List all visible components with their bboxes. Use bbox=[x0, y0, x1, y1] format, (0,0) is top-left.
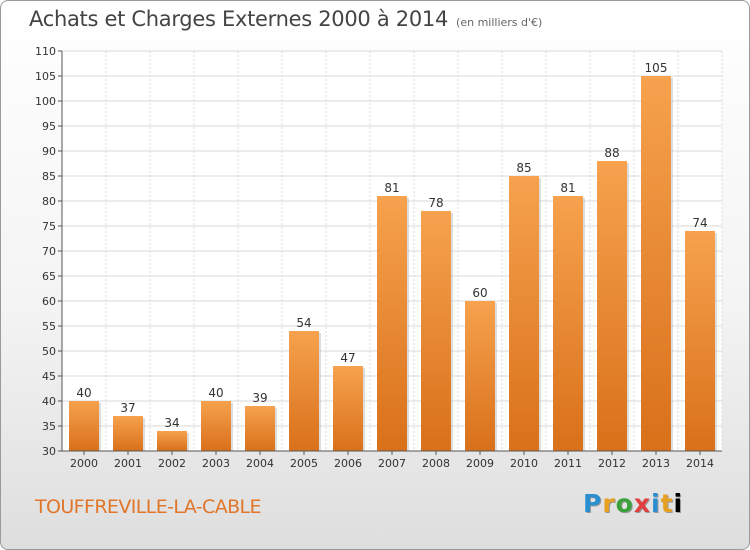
x-tick-label: 2004 bbox=[246, 457, 274, 470]
bar-value-label: 40 bbox=[208, 386, 223, 400]
logo-letter: r bbox=[602, 489, 616, 518]
y-tick-label: 70 bbox=[42, 245, 56, 258]
y-tick-label: 95 bbox=[42, 120, 56, 133]
logo-letter: i bbox=[673, 489, 684, 518]
bar-value-label: 34 bbox=[164, 416, 179, 430]
x-tick-label: 2003 bbox=[202, 457, 230, 470]
bar bbox=[685, 231, 715, 451]
y-tick-label: 75 bbox=[42, 220, 56, 233]
x-tick-label: 2005 bbox=[290, 457, 318, 470]
bar bbox=[421, 211, 451, 451]
chart-title-text: Achats et Charges Externes 2000 à 2014 bbox=[29, 7, 449, 31]
bar-value-label: 54 bbox=[296, 316, 311, 330]
x-tick-label: 2001 bbox=[114, 457, 142, 470]
y-tick-label: 65 bbox=[42, 270, 56, 283]
logo-letter: i bbox=[651, 489, 661, 518]
x-tick-label: 2002 bbox=[158, 457, 186, 470]
y-tick-label: 105 bbox=[35, 70, 56, 83]
y-tick-label: 35 bbox=[42, 420, 56, 433]
logo-letter: x bbox=[633, 489, 651, 518]
bar-value-label: 47 bbox=[340, 351, 355, 365]
y-tick-label: 80 bbox=[42, 195, 56, 208]
x-tick-label: 2010 bbox=[510, 457, 538, 470]
bars bbox=[69, 76, 717, 451]
location-name: TOUFFREVILLE-LA-CABLE bbox=[35, 496, 262, 518]
bar-value-label: 37 bbox=[120, 401, 135, 415]
bar bbox=[553, 196, 583, 451]
y-tick-label: 110 bbox=[35, 45, 56, 58]
bar-value-label: 74 bbox=[692, 216, 707, 230]
bar-value-label: 88 bbox=[604, 146, 619, 160]
x-tick-label: 2011 bbox=[554, 457, 582, 470]
x-tick-label: 2012 bbox=[598, 457, 626, 470]
logo-letter: t bbox=[660, 489, 674, 518]
bar bbox=[157, 431, 187, 451]
bar-value-label: 85 bbox=[516, 161, 531, 175]
x-tick-label: 2007 bbox=[378, 457, 406, 470]
x-tick-label: 2006 bbox=[334, 457, 362, 470]
bar bbox=[465, 301, 495, 451]
y-tick-label: 60 bbox=[42, 295, 56, 308]
x-tick-label: 2009 bbox=[466, 457, 494, 470]
bar bbox=[509, 176, 539, 451]
y-tick-label: 50 bbox=[42, 345, 56, 358]
bar bbox=[333, 366, 363, 451]
y-tick-label: 100 bbox=[35, 95, 56, 108]
chart-title: Achats et Charges Externes 2000 à 2014 (e… bbox=[29, 7, 542, 31]
bar bbox=[69, 401, 99, 451]
bar-value-label: 81 bbox=[560, 181, 575, 195]
y-tick-label: 45 bbox=[42, 370, 56, 383]
labels: 30 35 40 45 50 55 60 65 70 75 80 85 90 95 100 105 110 40 2… bbox=[35, 45, 714, 470]
chart-subtitle: (en milliers d'€) bbox=[456, 16, 543, 29]
x-tick-label: 2000 bbox=[70, 457, 98, 470]
x-tick-label: 2008 bbox=[422, 457, 450, 470]
bar-value-label: 78 bbox=[428, 196, 443, 210]
bar bbox=[245, 406, 275, 451]
y-tick-label: 55 bbox=[42, 320, 56, 333]
bar bbox=[289, 331, 319, 451]
y-tick-label: 85 bbox=[42, 170, 56, 183]
y-tick-label: 90 bbox=[42, 145, 56, 158]
bar bbox=[377, 196, 407, 451]
axes bbox=[58, 50, 722, 455]
y-tick-label: 30 bbox=[42, 445, 56, 458]
bar-value-label: 105 bbox=[645, 61, 668, 75]
x-tick-label: 2013 bbox=[642, 457, 670, 470]
logo-letter: o bbox=[615, 489, 634, 518]
bar-value-label: 81 bbox=[384, 181, 399, 195]
x-tick-label: 2014 bbox=[686, 457, 714, 470]
bar-value-label: 40 bbox=[76, 386, 91, 400]
bar-value-label: 60 bbox=[472, 286, 487, 300]
bar bbox=[641, 76, 671, 451]
bar bbox=[201, 401, 231, 451]
logo-letter: P bbox=[583, 489, 603, 518]
proxiti-logo[interactable]: Proxiti bbox=[583, 489, 683, 518]
bar bbox=[113, 416, 143, 451]
y-tick-label: 40 bbox=[42, 395, 56, 408]
bar bbox=[597, 161, 627, 451]
bar-value-label: 39 bbox=[252, 391, 267, 405]
